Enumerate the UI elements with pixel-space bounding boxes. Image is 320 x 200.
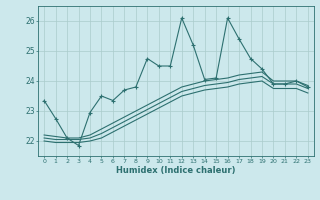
- X-axis label: Humidex (Indice chaleur): Humidex (Indice chaleur): [116, 166, 236, 175]
